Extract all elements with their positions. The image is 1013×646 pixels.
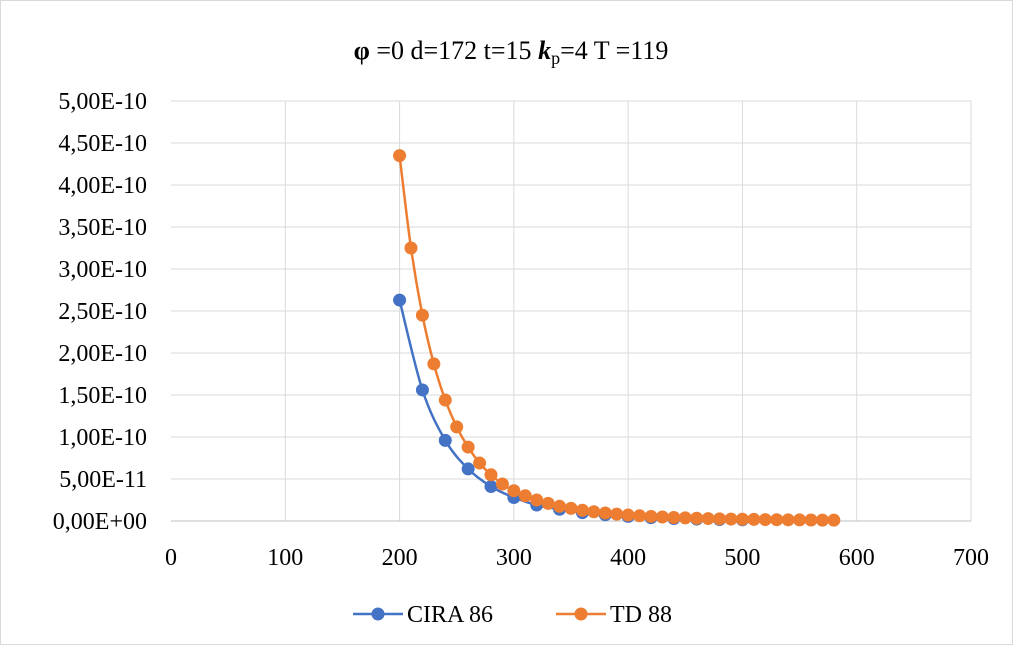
data-point [427, 357, 441, 371]
series-layer [393, 149, 841, 527]
data-point [793, 513, 807, 527]
x-tick-label: 400 [610, 545, 646, 571]
title-phi-value: =0 d=172 t=15 [370, 36, 538, 65]
legend-marker [371, 607, 385, 621]
y-tick-label: 2,00E-10 [58, 341, 147, 367]
data-point [747, 512, 761, 526]
x-tick-label: 600 [839, 545, 875, 571]
data-point [484, 468, 498, 482]
data-point [438, 393, 452, 407]
data-point [415, 383, 429, 397]
legend-item-cira-86: CIRA 86 [353, 602, 493, 628]
data-point [701, 512, 715, 526]
data-point [461, 462, 475, 476]
series-cira-86 [393, 293, 749, 527]
title-k-symbol: k [538, 36, 551, 65]
data-point [495, 477, 509, 491]
data-point [461, 440, 475, 454]
y-tick-label: 5,00E-10 [58, 89, 147, 115]
y-tick-label: 4,00E-10 [58, 173, 147, 199]
series-td-88 [393, 149, 841, 527]
data-point [827, 513, 841, 527]
data-point [507, 484, 521, 498]
data-point [438, 433, 452, 447]
data-point [678, 511, 692, 525]
data-point [393, 293, 407, 307]
data-point [473, 456, 487, 470]
data-point [530, 493, 544, 507]
data-point [633, 509, 647, 523]
data-point [553, 499, 567, 513]
data-point [644, 509, 658, 523]
tick-labels: 0 100 200 300 400 500 600 700 0,00E+00 5,00E-11 1,… [53, 89, 989, 571]
data-point [621, 508, 635, 522]
y-tick-label: 1,50E-10 [58, 383, 147, 409]
data-point [564, 501, 578, 515]
title-k-value: =4 T =119 [560, 36, 668, 65]
x-tick-label: 0 [165, 545, 177, 571]
legend-marker [574, 607, 588, 621]
data-point [804, 513, 818, 527]
legend-label: CIRA 86 [407, 602, 493, 628]
y-tick-label: 1,00E-10 [58, 425, 147, 451]
data-point [598, 506, 612, 520]
data-point [781, 513, 795, 527]
data-point [610, 507, 624, 521]
y-tick-label: 3,00E-10 [58, 257, 147, 283]
data-point [484, 480, 498, 494]
data-point [655, 510, 669, 524]
data-point [770, 513, 784, 527]
legend-item-td-88: TD 88 [556, 602, 672, 628]
data-point [575, 503, 589, 517]
data-point [541, 496, 555, 510]
data-point [758, 513, 772, 527]
data-point [735, 512, 749, 526]
data-point [518, 489, 532, 503]
x-tick-label: 500 [724, 545, 760, 571]
data-point [393, 149, 407, 163]
y-tick-label: 4,50E-10 [58, 131, 147, 157]
data-point [450, 420, 464, 434]
data-point [724, 512, 738, 526]
x-tick-label: 300 [496, 545, 532, 571]
data-point [690, 511, 704, 525]
data-point [713, 512, 727, 526]
legend: CIRA 86 TD 88 [353, 602, 672, 628]
series-line [398, 299, 743, 522]
y-tick-label: 5,00E-11 [59, 467, 147, 493]
x-tick-label: 100 [267, 545, 303, 571]
grid-layer [171, 100, 972, 521]
y-tick-label: 0,00E+00 [53, 509, 147, 535]
chart-title: φ =0 d=172 t=15 kp=4 T =119 [354, 36, 669, 68]
data-point [587, 505, 601, 519]
x-tick-label: 700 [953, 545, 989, 571]
y-tick-label: 3,50E-10 [58, 215, 147, 241]
data-point [415, 308, 429, 322]
y-tick-label: 2,50E-10 [58, 299, 147, 325]
legend-label: TD 88 [610, 602, 672, 628]
data-point [815, 513, 829, 527]
title-phi-symbol: φ [354, 36, 370, 65]
x-tick-label: 200 [382, 545, 418, 571]
title-k-subscript: p [551, 48, 560, 68]
data-point [667, 510, 681, 524]
data-point [404, 241, 418, 255]
